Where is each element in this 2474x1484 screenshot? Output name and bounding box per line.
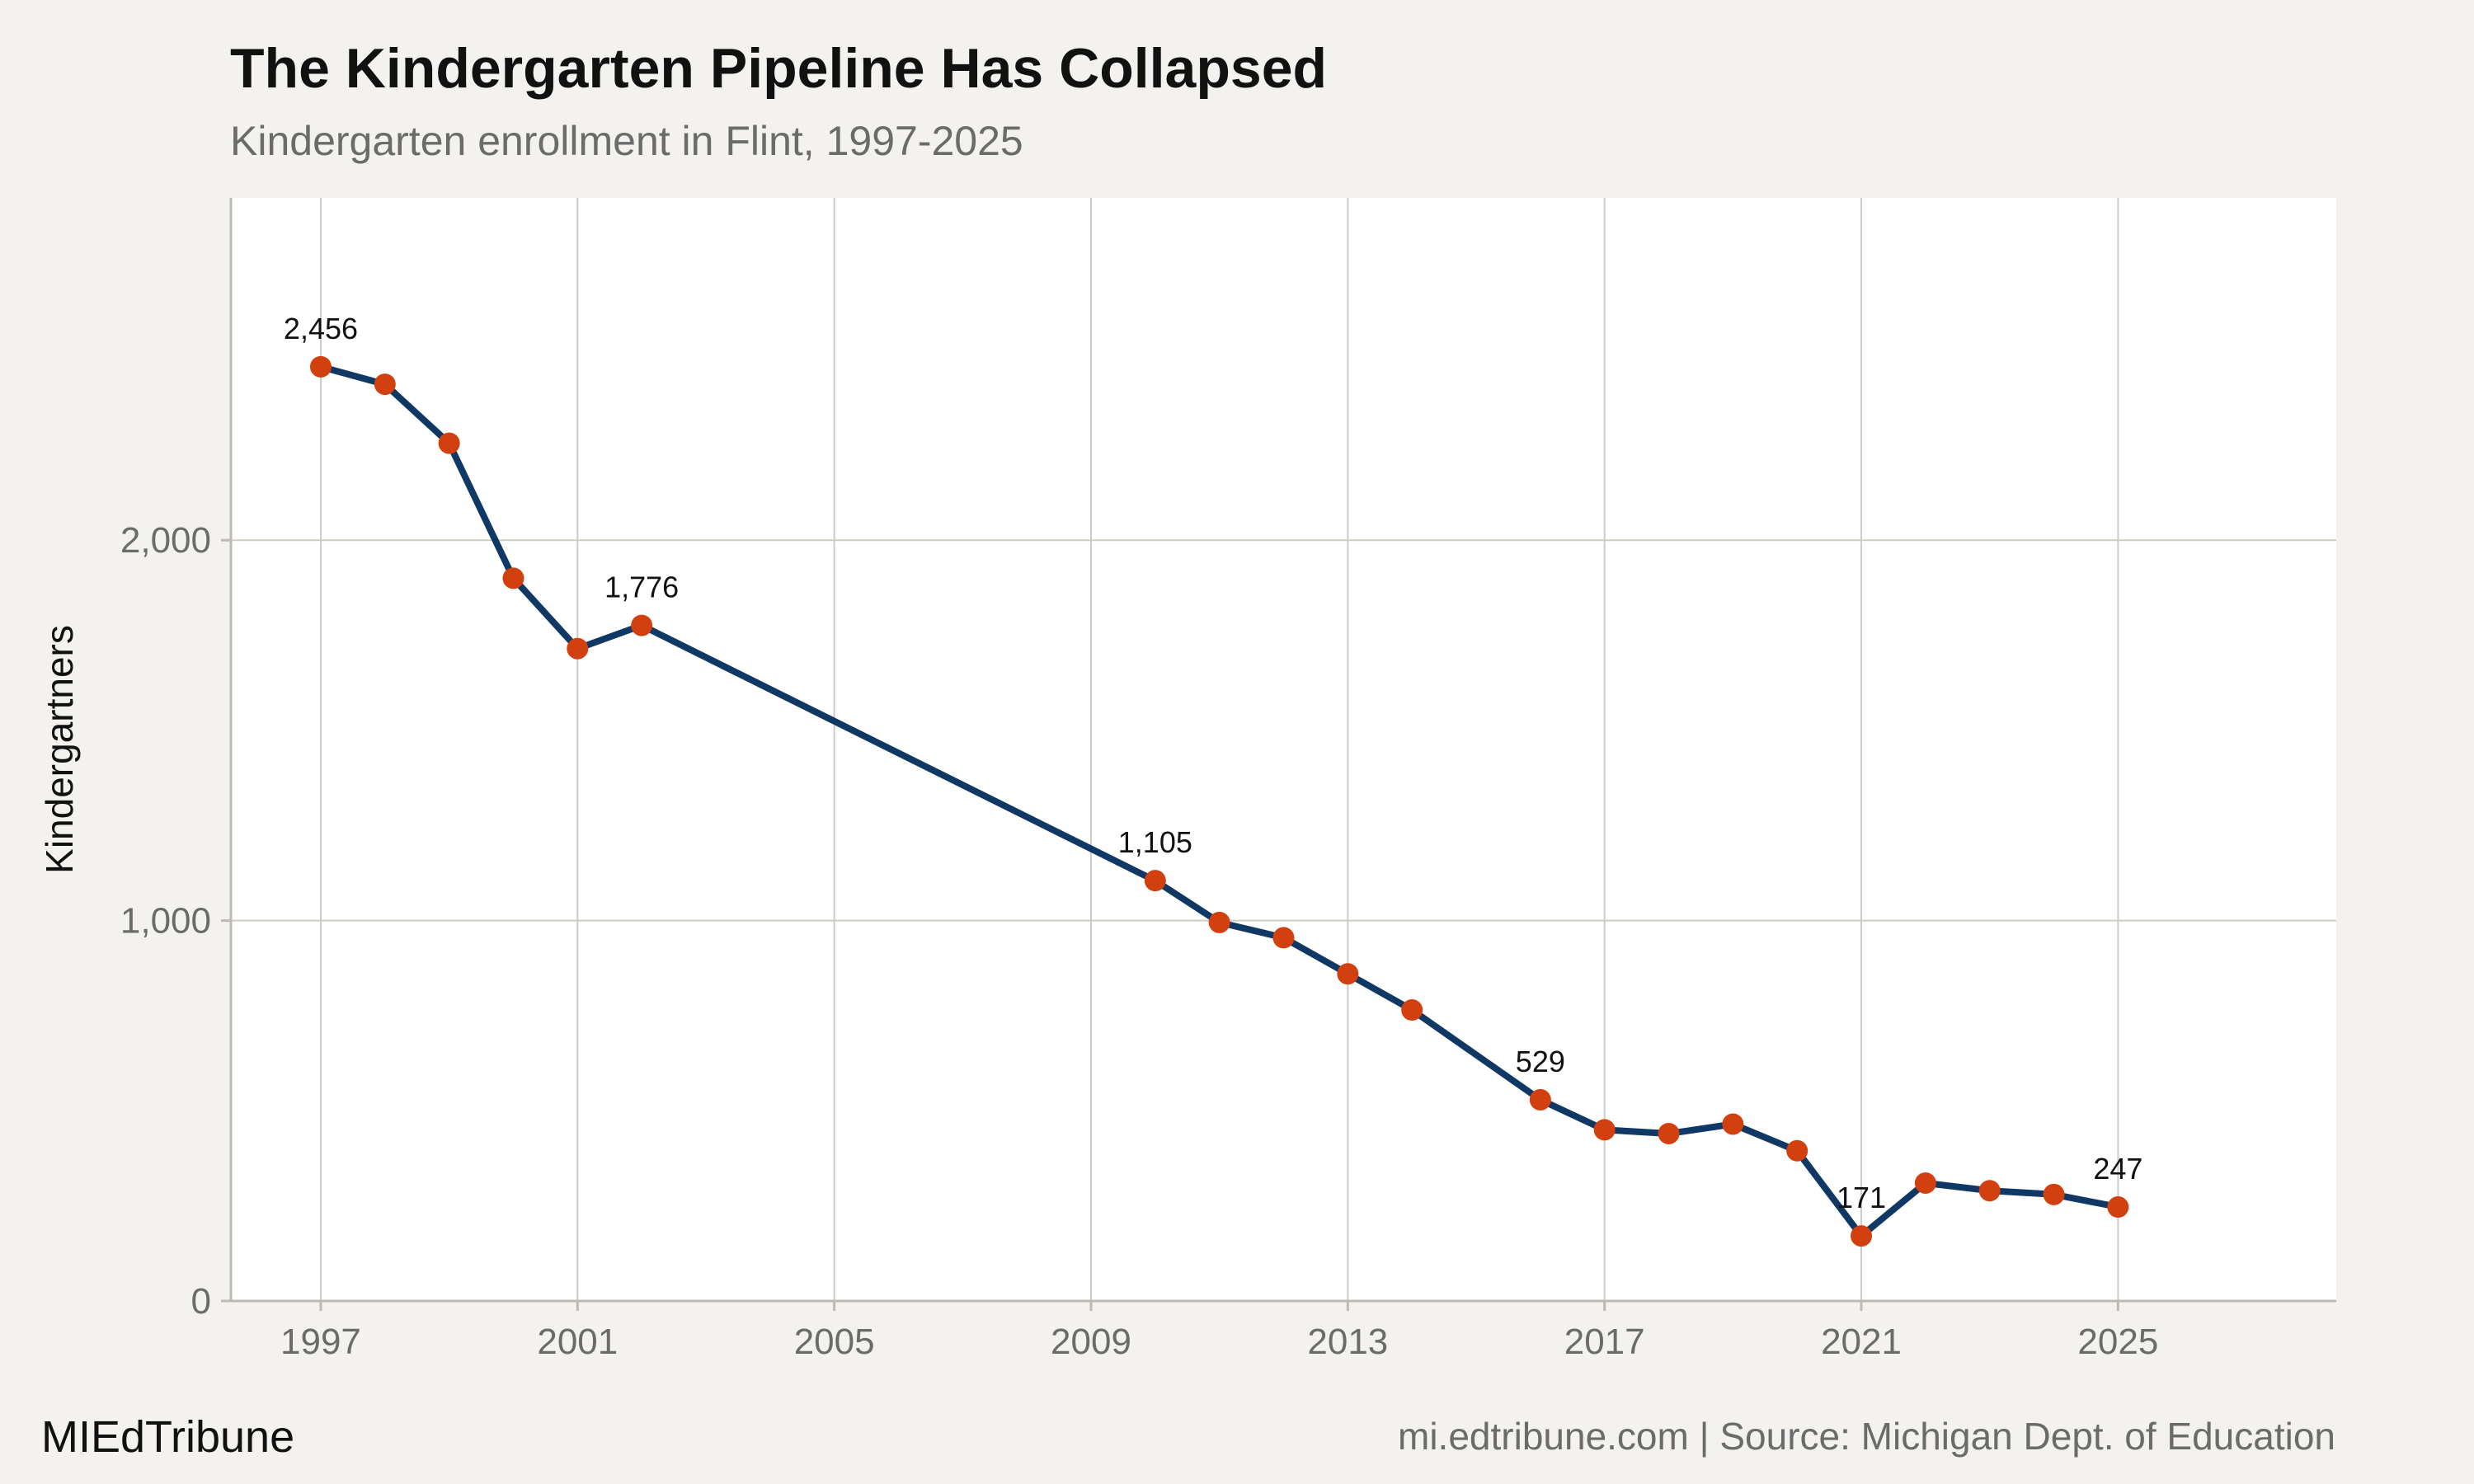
y-tick-label: 2,000 bbox=[120, 520, 211, 561]
data-point bbox=[1786, 1139, 1808, 1162]
data-point bbox=[1208, 911, 1230, 933]
data-point bbox=[1722, 1113, 1744, 1135]
chart-subtitle: Kindergarten enrollment in Flint, 1997-2… bbox=[230, 118, 1023, 164]
data-point bbox=[1978, 1180, 2001, 1202]
data-point bbox=[1529, 1088, 1551, 1111]
data-point bbox=[438, 432, 460, 454]
data-point bbox=[502, 567, 524, 589]
data-point bbox=[1593, 1119, 1616, 1141]
data-label: 2,456 bbox=[284, 312, 358, 345]
x-tick-label: 2005 bbox=[794, 1322, 875, 1362]
data-point bbox=[2107, 1196, 2129, 1219]
x-tick-label: 2017 bbox=[1564, 1322, 1645, 1362]
data-point bbox=[1337, 963, 1359, 985]
data-point bbox=[1144, 870, 1166, 892]
brand-logo-text: MIEdTribune bbox=[41, 1412, 295, 1462]
data-point bbox=[631, 614, 653, 636]
x-tick-label: 1997 bbox=[280, 1322, 361, 1362]
x-tick-label: 2021 bbox=[1821, 1322, 1902, 1362]
data-point bbox=[2043, 1183, 2065, 1205]
data-label: 1,776 bbox=[604, 571, 679, 604]
data-label: 529 bbox=[1516, 1045, 1565, 1078]
y-tick-label: 1,000 bbox=[120, 901, 211, 942]
x-tick-label: 2009 bbox=[1051, 1322, 1131, 1362]
data-point bbox=[1851, 1225, 1873, 1247]
data-point bbox=[1914, 1172, 1936, 1194]
data-point bbox=[1272, 927, 1295, 949]
y-tick-label: 0 bbox=[191, 1281, 211, 1322]
plot-panel bbox=[231, 198, 2336, 1301]
source-credit: mi.edtribune.com | Source: Michigan Dept… bbox=[1398, 1415, 2335, 1458]
data-point bbox=[567, 637, 589, 660]
data-point bbox=[309, 355, 332, 378]
data-point bbox=[1658, 1122, 1680, 1144]
y-axis-title: Kindergartners bbox=[38, 625, 81, 874]
data-label: 1,105 bbox=[1118, 825, 1192, 859]
line-chart: 0 1,000 2,000 1997 2001 2005 2009 2013 2017 2021… bbox=[38, 198, 2336, 1362]
data-point bbox=[1401, 999, 1423, 1021]
x-tick-label: 2001 bbox=[537, 1322, 618, 1362]
data-label: 171 bbox=[1837, 1181, 1886, 1214]
data-label: 247 bbox=[2093, 1152, 2142, 1186]
series-points-group bbox=[309, 355, 2129, 1247]
x-tick-label: 2025 bbox=[2077, 1322, 2158, 1362]
x-tick-label: 2013 bbox=[1307, 1322, 1388, 1362]
data-point bbox=[374, 373, 396, 396]
x-tick-labels: 1997 2001 2005 2009 2013 2017 2021 2025 bbox=[280, 1301, 2158, 1362]
y-tick-labels: 0 1,000 2,000 bbox=[120, 520, 231, 1322]
data-labels: 2,456 1,776 1,105 529 171 247 bbox=[284, 312, 2142, 1214]
chart-title: The Kindergarten Pipeline Has Collapsed bbox=[230, 37, 1328, 100]
